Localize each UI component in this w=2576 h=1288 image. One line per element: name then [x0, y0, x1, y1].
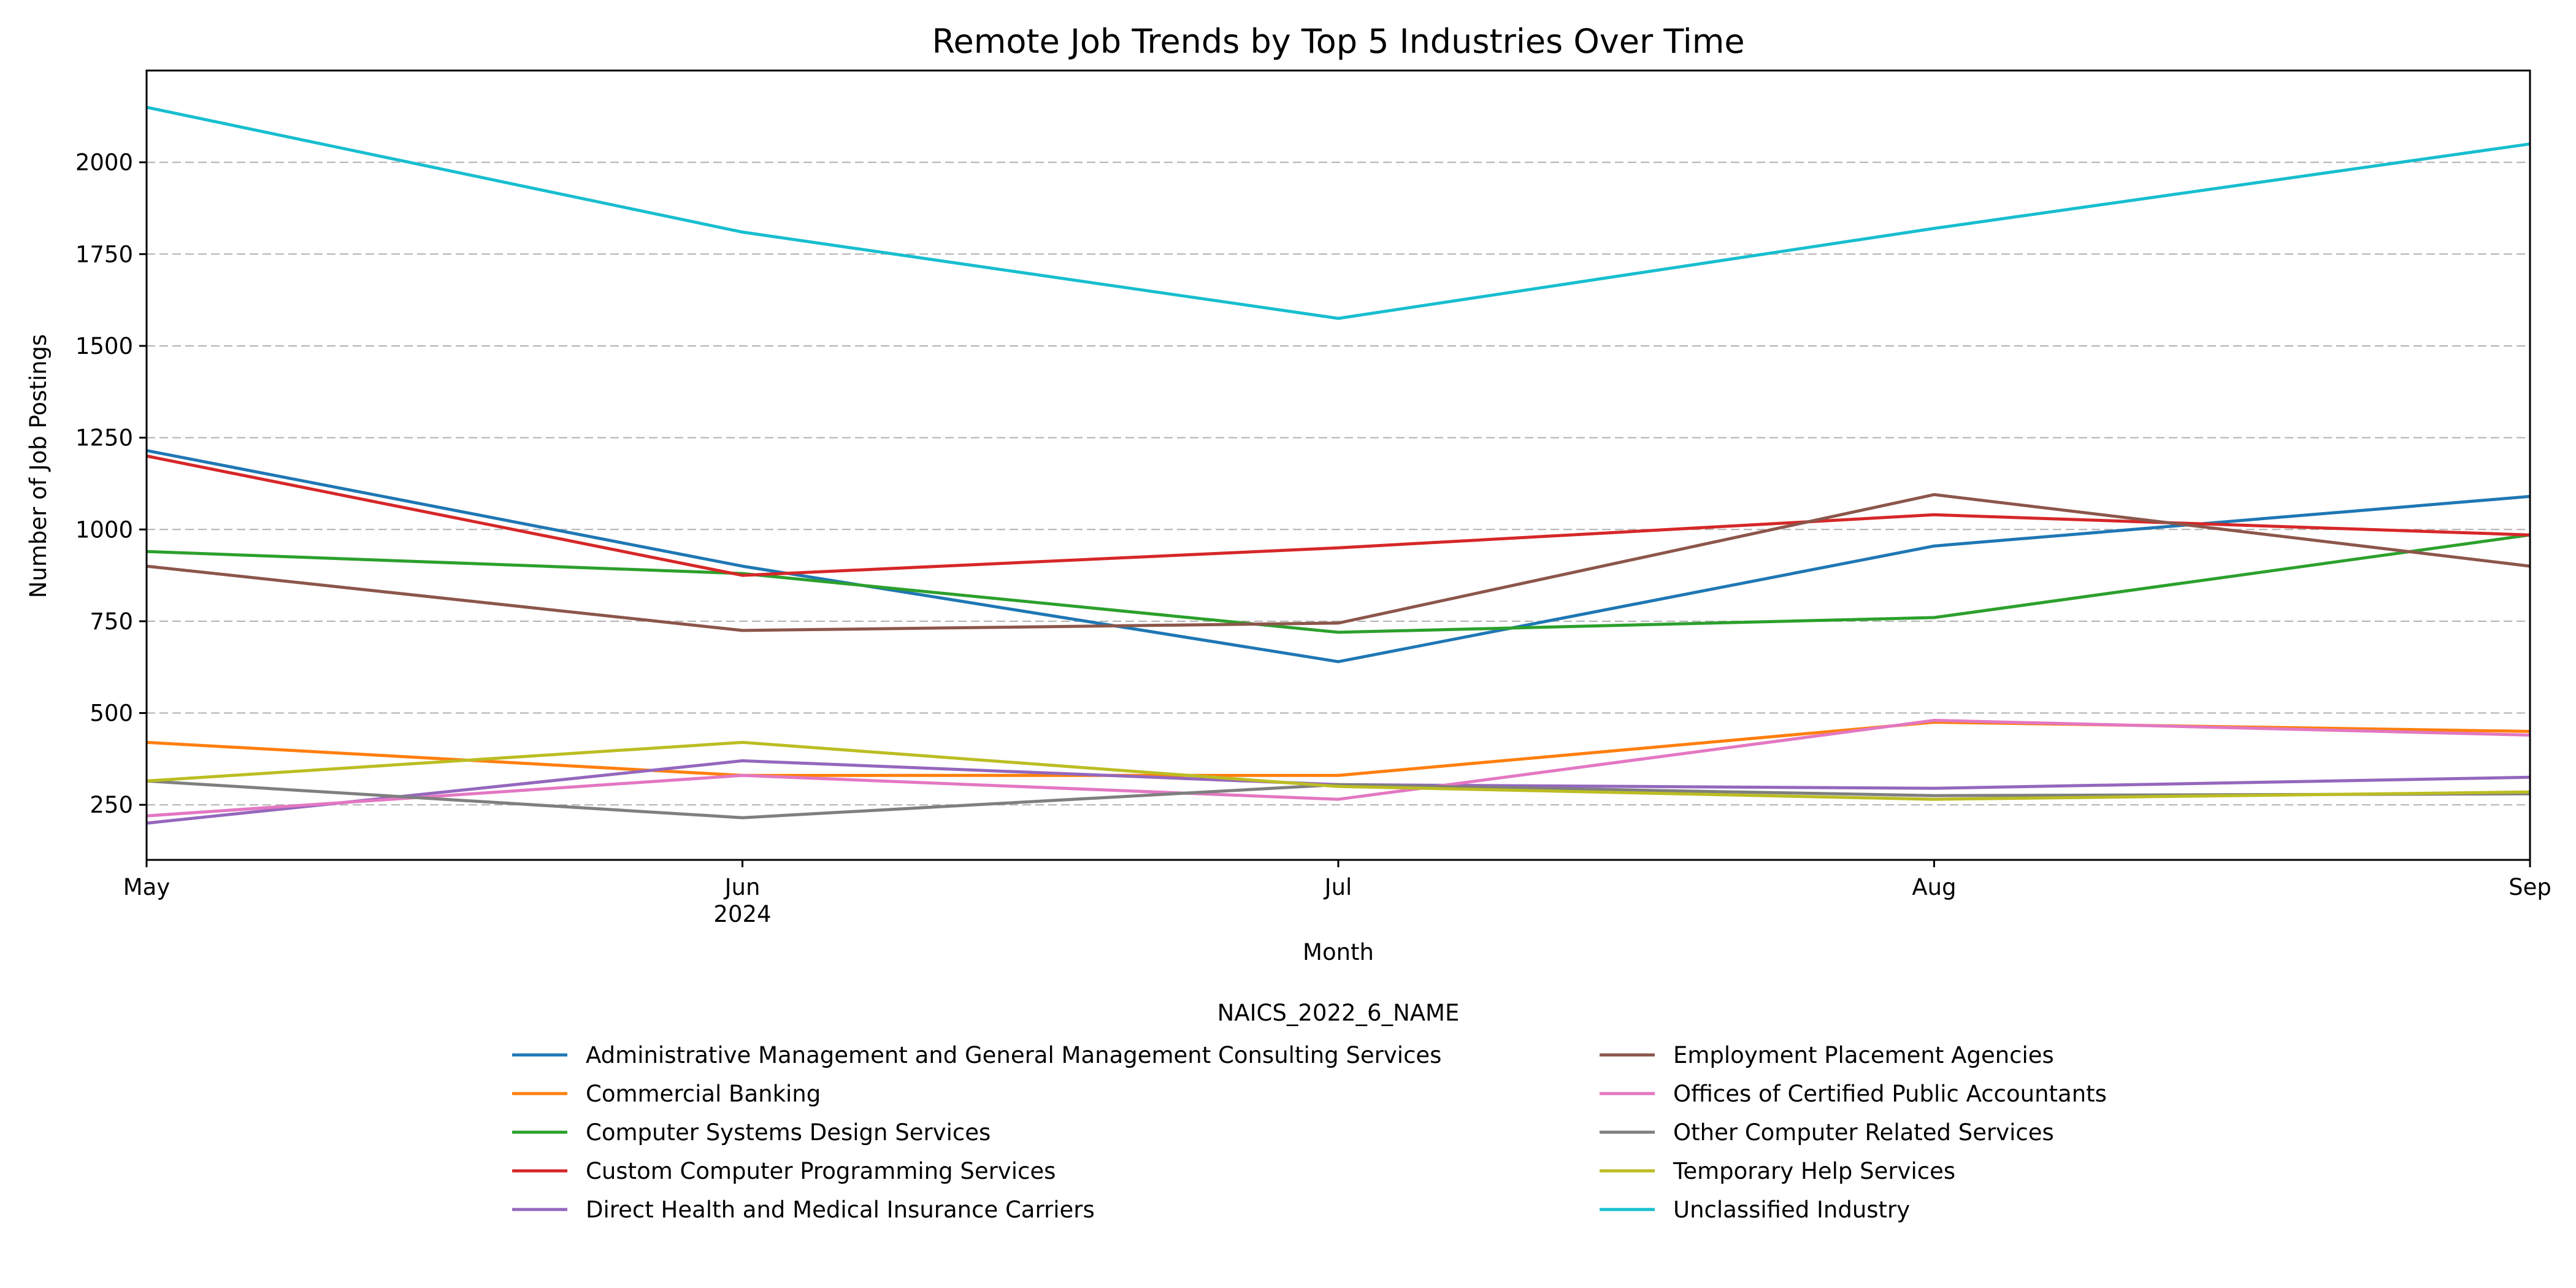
series-line — [146, 779, 2531, 819]
legend-item: Employment Placement Agencies — [1600, 1042, 2054, 1068]
legend: Administrative Management and General Ma… — [512, 1042, 2107, 1223]
x-year-label: 2024 — [713, 901, 771, 927]
series-line — [146, 105, 2531, 320]
x-tick-label: May — [123, 874, 171, 900]
y-tick-label: 1750 — [75, 241, 133, 267]
y-tick-label: 750 — [90, 608, 133, 635]
series-line — [146, 740, 2531, 801]
legend-label: Unclassified Industry — [1673, 1197, 1910, 1223]
series-line — [146, 449, 2531, 664]
legend-item: Custom Computer Programming Services — [512, 1158, 1056, 1184]
y-tick-label: 1500 — [75, 333, 133, 359]
y-tick-label: 1250 — [75, 425, 133, 451]
y-tick-label: 500 — [90, 700, 133, 727]
y-tick-label: 250 — [90, 792, 133, 818]
legend-label: Administrative Management and General Ma… — [586, 1042, 1441, 1068]
legend-item: Administrative Management and General Ma… — [512, 1042, 1441, 1068]
legend-item: Unclassified Industry — [1600, 1197, 1910, 1223]
y-tick-label: 1000 — [75, 516, 133, 543]
series-line — [146, 719, 2531, 818]
legend-label: Temporary Help Services — [1673, 1158, 1955, 1184]
legend-label: Employment Placement Agencies — [1673, 1042, 2054, 1068]
legend-title: NAICS_2022_6_NAME — [1217, 1000, 1460, 1026]
x-tick-label: Jul — [1324, 874, 1352, 900]
plot-frame — [145, 69, 2531, 861]
series-lines — [146, 105, 2531, 825]
y-tick-label: 2000 — [75, 150, 133, 176]
grid-lines — [147, 161, 2530, 806]
series-line — [146, 721, 2531, 777]
legend-label: Computer Systems Design Services — [586, 1119, 991, 1146]
series-line — [146, 493, 2531, 632]
series-line — [146, 454, 2531, 577]
series-line — [146, 533, 2531, 634]
legend-label: Direct Health and Medical Insurance Carr… — [586, 1197, 1095, 1223]
x-axis-title: Month — [1303, 939, 1374, 965]
x-axis: May Jun Jul Aug Sep 2024 — [123, 860, 2551, 927]
legend-item: Offices of Certified Public Accountants — [1600, 1081, 2107, 1107]
legend-item: Temporary Help Services — [1600, 1158, 1955, 1184]
legend-label: Offices of Certified Public Accountants — [1673, 1081, 2107, 1107]
y-axis: 250 500 750 1000 1250 1500 1750 2000 — [75, 150, 147, 818]
y-axis-title: Number of Job Postings — [25, 334, 52, 599]
legend-label: Custom Computer Programming Services — [586, 1158, 1056, 1184]
x-tick-label: Jun — [724, 874, 761, 900]
x-tick-label: Aug — [1912, 874, 1956, 900]
legend-item: Computer Systems Design Services — [512, 1119, 991, 1146]
legend-label: Commercial Banking — [586, 1081, 821, 1107]
legend-item: Direct Health and Medical Insurance Carr… — [512, 1197, 1095, 1223]
legend-item: Commercial Banking — [512, 1081, 821, 1107]
x-tick-label: Sep — [2509, 874, 2551, 900]
legend-label: Other Computer Related Services — [1673, 1119, 2054, 1146]
chart-title: Remote Job Trends by Top 5 Industries Ov… — [932, 22, 1744, 61]
legend-item: Other Computer Related Services — [1600, 1119, 2054, 1146]
